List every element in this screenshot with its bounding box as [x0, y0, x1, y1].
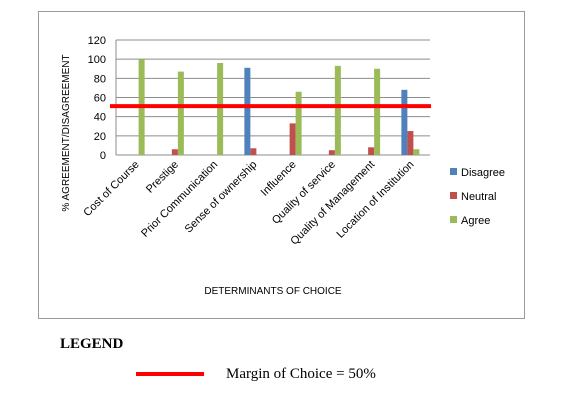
- y-tick-label: 80: [94, 73, 106, 85]
- bar-agree: [177, 71, 184, 155]
- x-tick-label: Location of Institution: [334, 159, 416, 241]
- bar-neutral: [250, 148, 257, 155]
- bar-disagree: [244, 67, 251, 155]
- legend-label-disagree: Disagree: [461, 167, 505, 179]
- bar-agree: [374, 68, 381, 155]
- bar-neutral: [289, 123, 296, 155]
- bar-agree: [413, 149, 420, 155]
- legend-swatch-agree: [450, 216, 457, 223]
- bar-neutral: [368, 147, 375, 155]
- bar-chart: % AGREEMENT/DISAGREEMENT DETERMINANTS OF…: [61, 35, 505, 297]
- y-tick-label: 100: [88, 54, 106, 66]
- y-tick-label: 20: [94, 131, 106, 143]
- legend-swatch-neutral: [450, 192, 457, 199]
- margin-line-label: Margin of Choice = 50%: [226, 366, 376, 382]
- y-tick-label: 60: [94, 93, 106, 105]
- chart-frame: [38, 11, 525, 319]
- series-legend: Disagree Neutral Agree: [450, 167, 505, 227]
- y-tick-label: 120: [88, 35, 106, 47]
- legend-label-agree: Agree: [461, 215, 490, 227]
- y-tick-labels: 0 20 40 60 80 100 120: [88, 35, 106, 162]
- bar-disagree: [401, 89, 408, 155]
- x-tick-label: Prestige: [144, 159, 181, 196]
- bar-agree: [217, 63, 224, 155]
- x-tick-label: Cost of Course: [81, 159, 141, 219]
- x-tick-label: Sense of ownership: [183, 159, 260, 236]
- gridlines: [115, 39, 430, 156]
- bar-neutral: [407, 131, 414, 155]
- x-tick-label: Influence: [259, 159, 299, 199]
- bar-neutral: [171, 149, 178, 155]
- x-tick-label: Prior Communication: [139, 159, 220, 240]
- y-tick-label: 40: [94, 112, 106, 124]
- bar-agree: [334, 65, 341, 155]
- legend-label-neutral: Neutral: [461, 191, 496, 203]
- y-axis-title: % AGREEMENT/DISAGREEMENT: [61, 54, 72, 211]
- legend-heading: LEGEND: [60, 336, 124, 352]
- x-axis-title: DETERMINANTS OF CHOICE: [204, 286, 342, 297]
- bar-agree: [295, 91, 302, 155]
- legend-swatch-disagree: [450, 168, 457, 175]
- margin-line-swatch: [136, 372, 204, 376]
- bar-neutral: [328, 150, 335, 155]
- y-tick-label: 0: [100, 150, 106, 162]
